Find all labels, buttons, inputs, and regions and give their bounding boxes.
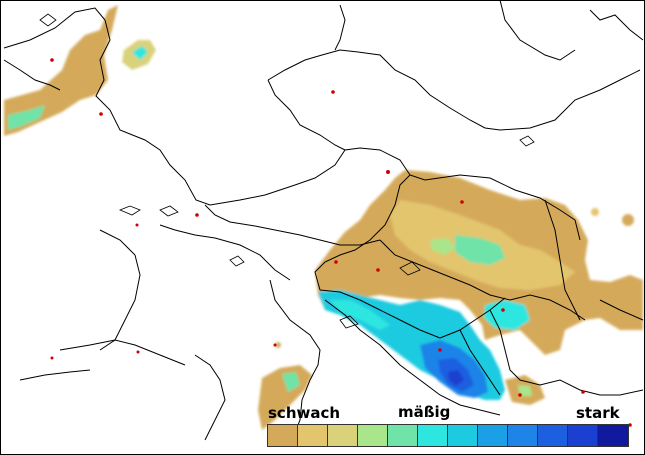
legend-swatch (448, 425, 478, 446)
legend-swatch (328, 425, 358, 446)
precipitation-layer (4, 5, 643, 430)
legend-swatch (568, 425, 598, 446)
precip-area-adriatic-light (330, 300, 390, 330)
legend-swatch (598, 425, 628, 446)
coastlines (3, 59, 501, 446)
precip-speck (622, 214, 634, 226)
legend-swatch (508, 425, 538, 446)
precip-speck (591, 208, 599, 216)
legend-swatch (268, 425, 298, 446)
country-borders (3, 0, 644, 396)
precip-area-northwest-light (8, 105, 45, 130)
precip-area-serbia-light (484, 300, 530, 330)
legend-color-bar (267, 424, 629, 447)
precip-speck (275, 342, 281, 348)
precip-area-adriatic-strongest (448, 370, 464, 386)
legend-swatch (418, 425, 448, 446)
precip-area-central-light2 (430, 238, 455, 255)
legend-swatch (358, 425, 388, 446)
lakes (39, 13, 535, 329)
legend-label-strong: stark (576, 404, 620, 422)
city-markers (50, 58, 632, 427)
legend-label-moderate: mäßig (398, 403, 451, 421)
legend-swatch (388, 425, 418, 446)
precip-area-greece-light (518, 385, 532, 396)
precip-area-northwest (4, 5, 118, 136)
precip-area-north-small-light (132, 46, 148, 60)
legend-label-weak: schwach (268, 404, 341, 422)
precip-area-italy-south-light (282, 372, 300, 392)
legend-swatch (538, 425, 568, 446)
legend-swatch (298, 425, 328, 446)
legend-swatch (478, 425, 508, 446)
precip-area-central-light (455, 235, 505, 265)
